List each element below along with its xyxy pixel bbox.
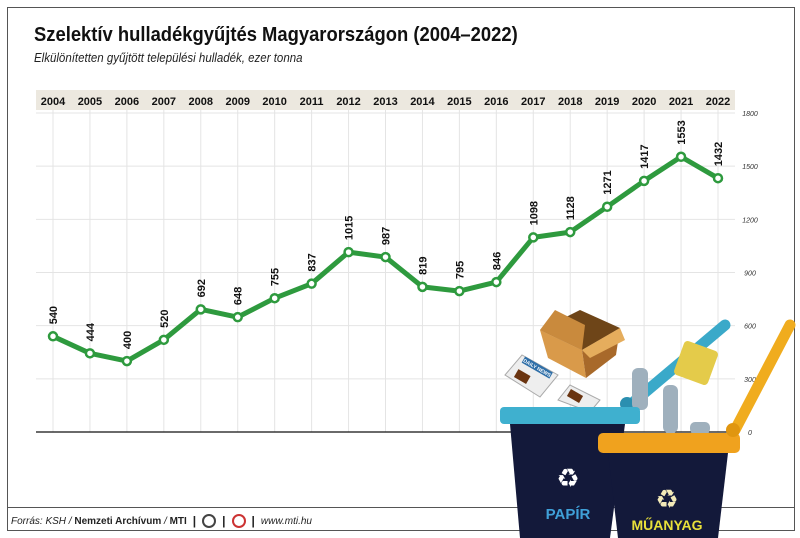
y-tick-label: 900 <box>744 271 756 278</box>
data-label: 1432 <box>713 142 725 166</box>
data-point <box>491 276 502 288</box>
chart-subtitle: Elkülönítetten gyűjtött települési hulla… <box>34 51 303 65</box>
data-point <box>269 292 280 304</box>
data-label: 400 <box>122 331 134 349</box>
x-tick-label: 2017 <box>521 96 545 108</box>
data-label: 987 <box>381 227 393 245</box>
cardboard-box-icon <box>540 310 625 378</box>
recycling-illustration: DAILY NEWS ♻ PAPÍR <box>500 310 796 538</box>
x-tick-label: 2007 <box>152 96 176 108</box>
y-tick-label: 300 <box>744 377 756 384</box>
data-point <box>528 232 539 243</box>
data-label: 648 <box>233 287 245 305</box>
data-label: 1271 <box>602 170 614 194</box>
y-tick-label: 1500 <box>742 164 758 171</box>
data-label: 1553 <box>676 120 688 144</box>
separator: | <box>192 514 197 528</box>
y-tick-label: 0 <box>748 430 752 437</box>
data-point <box>306 278 317 289</box>
x-tick-label: 2016 <box>484 96 508 108</box>
separator: | <box>222 514 226 528</box>
x-tick-label: 2019 <box>595 96 619 108</box>
x-tick-label: 2005 <box>78 96 102 108</box>
footer: Forrás: KSH / Nemzeti Archívum / MTI | |… <box>11 514 312 528</box>
x-tick-label: 2021 <box>669 96 693 108</box>
separator: | <box>251 514 255 528</box>
data-point <box>712 172 724 184</box>
data-point <box>195 304 207 315</box>
x-tick-label: 2009 <box>225 96 249 108</box>
data-label: 755 <box>270 268 282 286</box>
data-label: 1128 <box>565 196 577 220</box>
data-point <box>454 285 465 297</box>
recycle-icon: ♻ <box>556 463 579 493</box>
data-label: 692 <box>196 279 208 297</box>
canister-icon <box>674 341 718 385</box>
data-point <box>380 251 391 263</box>
data-point <box>47 331 59 342</box>
x-tick-label: 2015 <box>447 96 471 108</box>
year-header-band <box>36 90 735 110</box>
y-tick-label: 600 <box>744 324 756 331</box>
source-archive: Nemzeti Archívum <box>74 515 162 527</box>
data-label: 1417 <box>639 144 651 168</box>
source-prefix: Forrás: KSH / <box>11 515 72 527</box>
data-point <box>84 348 96 359</box>
website-link[interactable]: www.mti.hu <box>260 515 312 527</box>
data-point <box>638 175 650 187</box>
source-slash: / <box>164 515 167 527</box>
data-label: 837 <box>307 253 319 271</box>
x-tick-label: 2018 <box>558 96 582 108</box>
outer-frame <box>7 7 795 531</box>
x-tick-label: 2008 <box>189 96 213 108</box>
data-label: 795 <box>454 261 466 279</box>
x-tick-label: 2012 <box>336 96 360 108</box>
x-tick-label: 2006 <box>115 96 139 108</box>
plastic-bottles-icon <box>632 368 710 434</box>
data-label: 1015 <box>344 216 356 240</box>
paper-bin-label: PAPÍR <box>546 506 591 523</box>
source-agency: MTI <box>169 515 187 527</box>
plastic-bin-label: MŰANYAG <box>631 516 702 533</box>
recycle-icon: ♻ <box>655 484 678 514</box>
data-label: 819 <box>417 256 429 274</box>
data-label: 444 <box>85 322 97 341</box>
y-tick-label: 1200 <box>742 217 758 224</box>
chart-frame <box>7 7 795 508</box>
data-point <box>417 281 428 293</box>
data-point <box>675 151 687 163</box>
data-point <box>232 311 243 323</box>
data-label: 520 <box>159 309 171 327</box>
x-tick-label: 2004 <box>41 96 66 108</box>
paper-bin: ♻ PAPÍR <box>500 407 640 538</box>
newspaper-header <box>521 356 553 379</box>
plastic-bin: ♻ MŰANYAG <box>598 319 796 538</box>
data-label: 1098 <box>528 201 540 225</box>
data-label: 540 <box>48 306 60 324</box>
mti-logo-icon <box>231 514 246 528</box>
x-tick-label: 2020 <box>632 96 656 108</box>
y-tick-label: 1800 <box>742 111 758 118</box>
data-label: 846 <box>491 252 503 270</box>
chart-title: Szelektív hulladékgyűjtés Magyarországon… <box>34 24 518 46</box>
data-point <box>564 226 576 238</box>
data-point <box>343 246 354 258</box>
data-point <box>601 201 613 213</box>
x-tick-label: 2013 <box>373 96 397 108</box>
archive-logo-icon <box>202 514 217 528</box>
x-tick-label: 2010 <box>262 96 286 108</box>
x-tick-label: 2022 <box>706 96 730 108</box>
x-tick-label: 2011 <box>300 96 324 108</box>
data-point <box>121 355 133 367</box>
data-point <box>158 334 170 346</box>
x-tick-label: 2014 <box>410 96 435 108</box>
